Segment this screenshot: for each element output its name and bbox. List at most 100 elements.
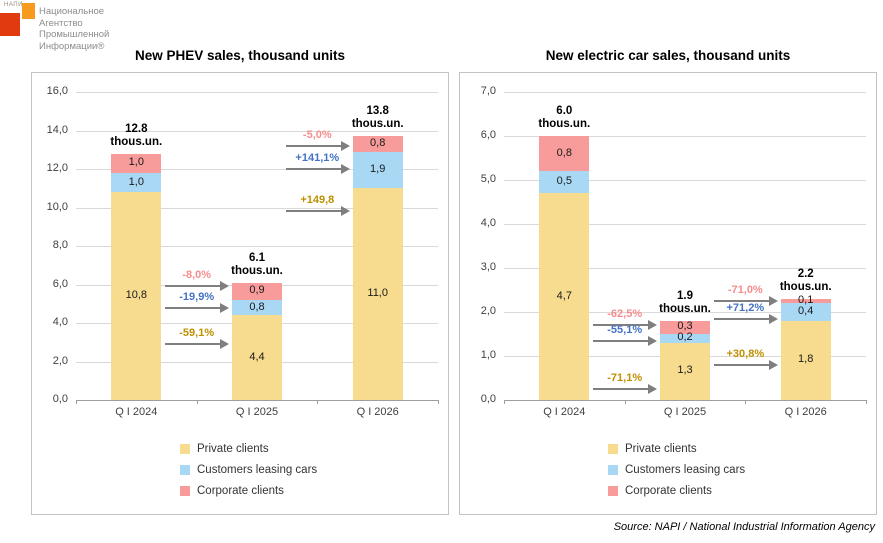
electric-sales-chart: 0,0 1,0 2,0 3,0 4,0 5,0 6,0 7,0 4,7 0,5 0,8 6.0 thou…	[459, 72, 877, 515]
y-axis-tick-label: 2,0	[52, 354, 68, 367]
x-axis-line	[504, 400, 866, 401]
legend-swatch	[180, 444, 190, 454]
growth-arrow-line	[165, 306, 221, 309]
x-axis-tick	[196, 400, 198, 404]
bar-value-label: 0,4	[798, 305, 814, 317]
total-label: 13.8 thous.un.	[333, 105, 423, 131]
total-unit: thous.un.	[351, 118, 404, 131]
bar-segment	[232, 315, 282, 400]
legend-label: Corporate clients	[625, 485, 712, 497]
total-unit: thous.un.	[538, 118, 591, 130]
growth-percent-label: -5,0%	[302, 128, 332, 141]
growth-arrow-line	[286, 210, 342, 213]
growth-arrow-head	[648, 335, 657, 346]
total-value: 1.9	[677, 289, 693, 302]
legend-swatch	[608, 486, 618, 496]
y-axis-tick-label: 1,0	[480, 349, 496, 361]
growth-arrow-line	[714, 317, 770, 320]
y-axis-tick-label: 4,0	[480, 217, 496, 229]
legend: Private clients Customers leasing cars Cor…	[608, 443, 745, 506]
y-axis-tick-label: 16,0	[46, 85, 68, 97]
total-unit: thous.un.	[110, 135, 163, 148]
legend-swatch	[608, 465, 618, 475]
legend-label: Private clients	[197, 443, 269, 455]
bar-value-label: 1,0	[128, 175, 144, 188]
y-axis-tick-label: 5,0	[480, 173, 496, 185]
legend-item: Customers leasing cars	[180, 464, 317, 476]
legend-label: Private clients	[625, 443, 697, 455]
growth-percent-label: -55,1%	[607, 323, 643, 336]
growth-percent-label: -71,0%	[727, 284, 763, 296]
gridline	[504, 312, 866, 313]
bar-value-label: 4,4	[249, 350, 265, 363]
legend-label: Corporate clients	[197, 485, 284, 497]
growth-arrow-head	[340, 206, 350, 217]
growth-arrow-line	[714, 363, 770, 366]
y-axis-tick-label: 4,0	[52, 316, 68, 328]
growth-percent-label: +141,1%	[295, 152, 340, 164]
bar-segment	[232, 299, 282, 316]
bar-value-label: 1,0	[128, 156, 144, 169]
gridline	[504, 224, 866, 225]
bar-value-label: 10,8	[125, 289, 147, 302]
bar-segment	[780, 298, 831, 304]
growth-percent-label: -71,1%	[607, 372, 643, 384]
total-label: 12.8 thous.un.	[91, 123, 181, 149]
x-axis-category-label: Q I 2026	[356, 406, 399, 418]
growth-percent-label: -59,1%	[179, 327, 215, 340]
x-axis-category-label: Q I 2025	[663, 406, 707, 418]
bar-value-label: 0,8	[556, 146, 572, 159]
gridline	[504, 136, 866, 137]
source-note: Source: NAPI / National Industrial Infor…	[613, 521, 875, 533]
bar-segment	[111, 192, 162, 400]
y-axis-tick-label: 6,0	[52, 277, 68, 290]
bar-segment	[232, 282, 282, 300]
bar-segment	[780, 320, 831, 400]
growth-arrow-line	[286, 144, 342, 147]
bar-value-label: 1,8	[798, 353, 814, 366]
bar-segment	[352, 151, 403, 189]
gridline	[504, 180, 866, 181]
bar-value-label: 0,1	[798, 294, 814, 306]
bar-value-label: 0,9	[249, 284, 265, 297]
total-unit: thous.un.	[659, 302, 711, 315]
legend-swatch	[608, 444, 618, 454]
y-axis-tick-label: 8,0	[52, 239, 68, 251]
total-label: 2.2 thous.un.	[761, 268, 851, 294]
bar-value-label: 1,3	[677, 364, 693, 377]
total-value: 12.8	[125, 122, 148, 135]
growth-percent-label: +149,8	[300, 194, 335, 207]
total-value: 13.8	[366, 105, 389, 118]
x-axis-category-label: Q I 2024	[543, 406, 586, 418]
gridline	[76, 169, 438, 170]
total-label: 1.9 thous.un.	[640, 290, 730, 316]
x-axis-category-label: Q I 2026	[784, 406, 827, 418]
x-axis-tick	[624, 400, 626, 404]
logo-red-square	[0, 13, 20, 36]
legend-swatch	[180, 486, 190, 496]
bar-segment	[111, 153, 162, 173]
legend-swatch	[180, 465, 190, 475]
bar-segment	[539, 171, 590, 194]
x-axis-category-label: Q I 2025	[235, 406, 279, 418]
logo-agency-name: Национальное Агентство Промышленной Информа…	[39, 6, 109, 52]
legend: Private clients Customers leasing cars Cor…	[180, 443, 317, 506]
x-axis-tick	[76, 400, 77, 404]
x-axis-tick	[745, 400, 747, 404]
growth-arrow-line	[286, 168, 342, 170]
growth-arrow-head	[220, 339, 229, 350]
napi-logo: НАПИ Национальное Агентство Промышленной Ин…	[0, 0, 200, 60]
growth-arrow-line	[165, 285, 221, 288]
growth-arrow-line	[593, 388, 649, 390]
total-value: 6.0	[556, 105, 573, 117]
legend-item: Private clients	[180, 443, 317, 455]
growth-arrow-head	[340, 164, 350, 174]
total-unit: thous.un.	[779, 280, 832, 293]
growth-arrow-head	[768, 359, 778, 370]
legend-item: Corporate clients	[180, 485, 317, 497]
bar-segment	[352, 188, 403, 401]
y-axis-tick-label: 10,0	[46, 200, 68, 213]
bar-segment	[660, 334, 710, 343]
growth-percent-label: -19,9%	[179, 290, 215, 303]
x-axis-category-label: Q I 2024	[115, 406, 158, 418]
